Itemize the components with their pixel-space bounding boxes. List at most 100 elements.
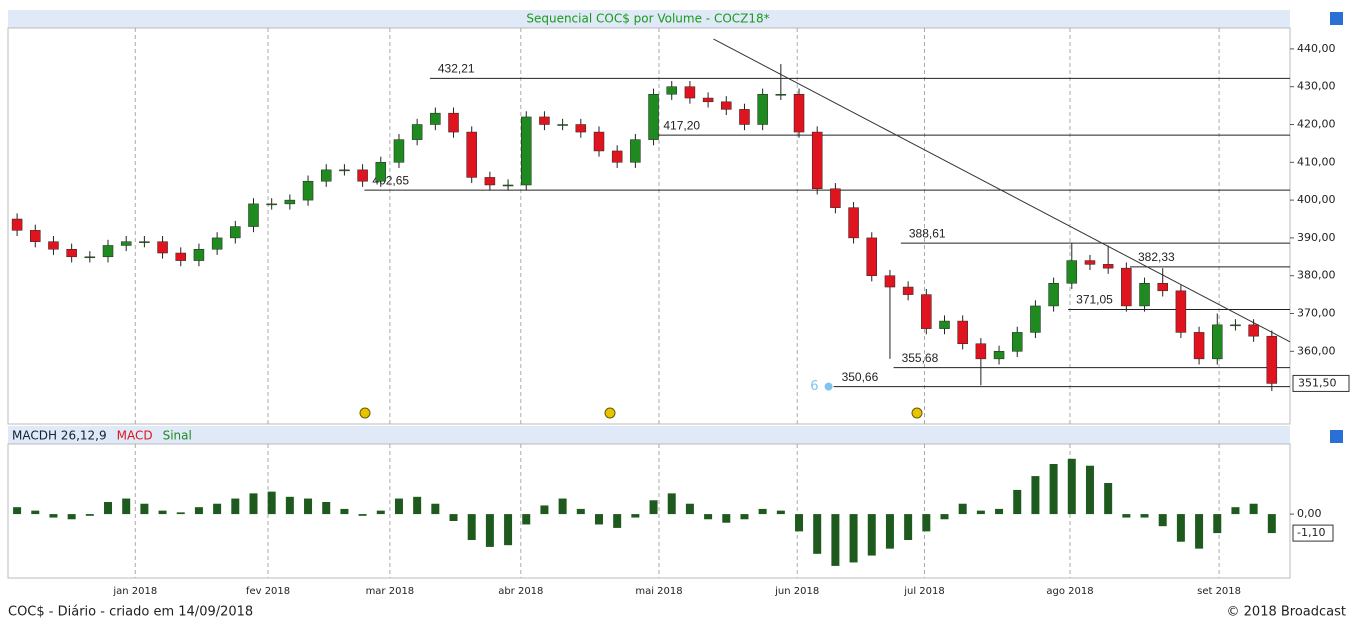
candle-body [266, 203, 277, 206]
histogram-bar [867, 514, 876, 556]
x-tick-label: jan 2018 [112, 586, 157, 597]
candle-body [630, 139, 641, 163]
candle-body [430, 112, 441, 125]
histogram-bar [558, 498, 567, 515]
histogram-bar [213, 503, 222, 515]
histogram-bar [1122, 514, 1131, 518]
candle-body [1011, 332, 1023, 352]
histogram-bar [1013, 489, 1022, 515]
candle-body [175, 252, 187, 261]
candle-body [1193, 332, 1205, 360]
candle-body [975, 343, 987, 360]
candle-body [211, 237, 223, 250]
histogram-bar [849, 514, 858, 563]
level-label: 371,05 [1076, 293, 1113, 307]
x-tick-label: mai 2018 [635, 586, 682, 597]
histogram-bar [358, 514, 367, 516]
histogram-bar [194, 507, 203, 515]
histogram-bar [13, 507, 22, 515]
last-value-box [1292, 524, 1334, 542]
histogram-bar [1104, 483, 1113, 515]
event-icons [359, 407, 923, 419]
histogram-bar [885, 514, 894, 549]
candle-body [811, 131, 823, 190]
candle-body [557, 124, 568, 126]
histogram-bar [467, 514, 476, 540]
footer-left: COC$ - Diário - criado em 14/09/2018 [8, 605, 253, 620]
x-tick-label: jul 2018 [903, 586, 945, 597]
histogram-bar [376, 510, 385, 515]
candle-body [1230, 324, 1241, 327]
candle-body [466, 131, 477, 178]
candle-body [84, 256, 96, 259]
histogram-bar [231, 498, 240, 515]
candle-body [993, 351, 1005, 360]
trendline [713, 38, 1291, 343]
candle-body [193, 248, 205, 261]
histogram-bar [249, 493, 258, 515]
candle-body [48, 241, 59, 250]
panel-icon[interactable] [1330, 12, 1343, 25]
footer-right: © 2018 Broadcast [1227, 605, 1346, 620]
candle-body [702, 97, 714, 103]
legend-entry: MACDH 26,12,9 [12, 429, 107, 443]
candle-body [957, 320, 968, 344]
candle-body [484, 177, 496, 186]
candle-body [848, 207, 859, 239]
histogram-bar [104, 502, 113, 515]
candle-body [66, 248, 77, 258]
histogram-bar [449, 514, 458, 521]
candle-body [502, 184, 514, 187]
histogram-bar [267, 491, 276, 515]
histogram-bar [1231, 507, 1240, 515]
histogram-bar [158, 510, 167, 515]
histogram-bar [795, 514, 804, 532]
histogram-bar [576, 508, 585, 515]
histogram-bar [922, 514, 931, 532]
y-tick-label: 0,00 [1297, 507, 1322, 520]
x-tick-label: mar 2018 [366, 586, 415, 597]
candle-body [375, 162, 387, 182]
histogram-bar [1067, 458, 1076, 515]
histogram-bar [1176, 514, 1185, 542]
candle-body [139, 241, 150, 243]
candle-body [539, 116, 550, 125]
candle-body [11, 218, 23, 231]
y-tick-label: 380,00 [1297, 269, 1336, 282]
histogram-bar [594, 514, 603, 525]
x-tick-label: fev 2018 [246, 586, 290, 597]
candle-body [921, 294, 932, 329]
candle-body [230, 226, 241, 239]
candle-body [521, 116, 532, 186]
candle-body [339, 169, 350, 172]
candle-body [1248, 324, 1259, 337]
histogram-bar [540, 505, 549, 515]
last-value-label: -1,10 [1297, 526, 1325, 539]
candle-body [1102, 264, 1114, 269]
histogram-bar [831, 514, 840, 566]
last-price-label: 351,50 [1298, 376, 1337, 389]
candle-body [757, 94, 768, 125]
candle-body [1266, 335, 1278, 384]
histogram-bar [1267, 514, 1276, 534]
histogram-bar [704, 514, 713, 520]
last-price-box [1292, 374, 1350, 392]
y-tick-label: 410,00 [1297, 155, 1336, 168]
candle-body [902, 286, 914, 295]
candle-body [721, 101, 732, 110]
candle-body [411, 124, 423, 140]
level-label: 388,61 [909, 226, 946, 240]
candle-body [593, 131, 605, 152]
histogram-bar [1195, 514, 1204, 549]
histogram-bar [1158, 514, 1167, 527]
candle-body [1175, 290, 1187, 333]
panel-icon[interactable] [1330, 430, 1343, 443]
legend-entry: Sinal [163, 429, 192, 443]
candle-body [1030, 305, 1041, 333]
candle-body [830, 188, 841, 208]
candle-body [884, 275, 896, 288]
candle-body [1121, 267, 1132, 307]
level-label: 382,33 [1138, 250, 1175, 264]
histogram-bar [522, 514, 531, 525]
candle-body [320, 169, 332, 182]
